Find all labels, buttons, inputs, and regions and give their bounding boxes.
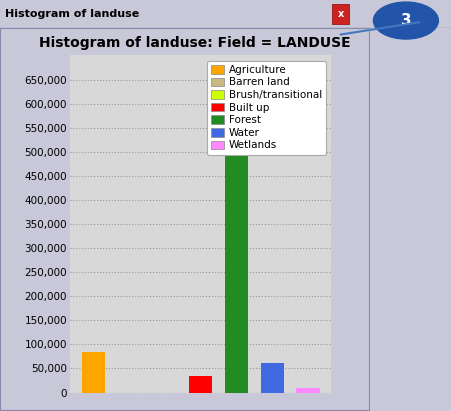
Bar: [225, 75, 248, 393]
Bar: [189, 376, 212, 393]
Legend: Agriculture, Barren land, Brush/transitional, Built up, Forest, Water, Wetlands: Agriculture, Barren land, Brush/transiti…: [207, 61, 326, 155]
Text: Histogram of landuse: Histogram of landuse: [5, 9, 139, 19]
Text: 3: 3: [400, 13, 411, 28]
Bar: [261, 363, 284, 393]
Text: x: x: [337, 9, 344, 19]
Bar: [82, 351, 105, 393]
Bar: [296, 388, 320, 393]
Circle shape: [373, 2, 438, 39]
Text: Histogram of landuse: Field = LANDUSE: Histogram of landuse: Field = LANDUSE: [38, 36, 350, 50]
FancyBboxPatch shape: [332, 4, 349, 24]
